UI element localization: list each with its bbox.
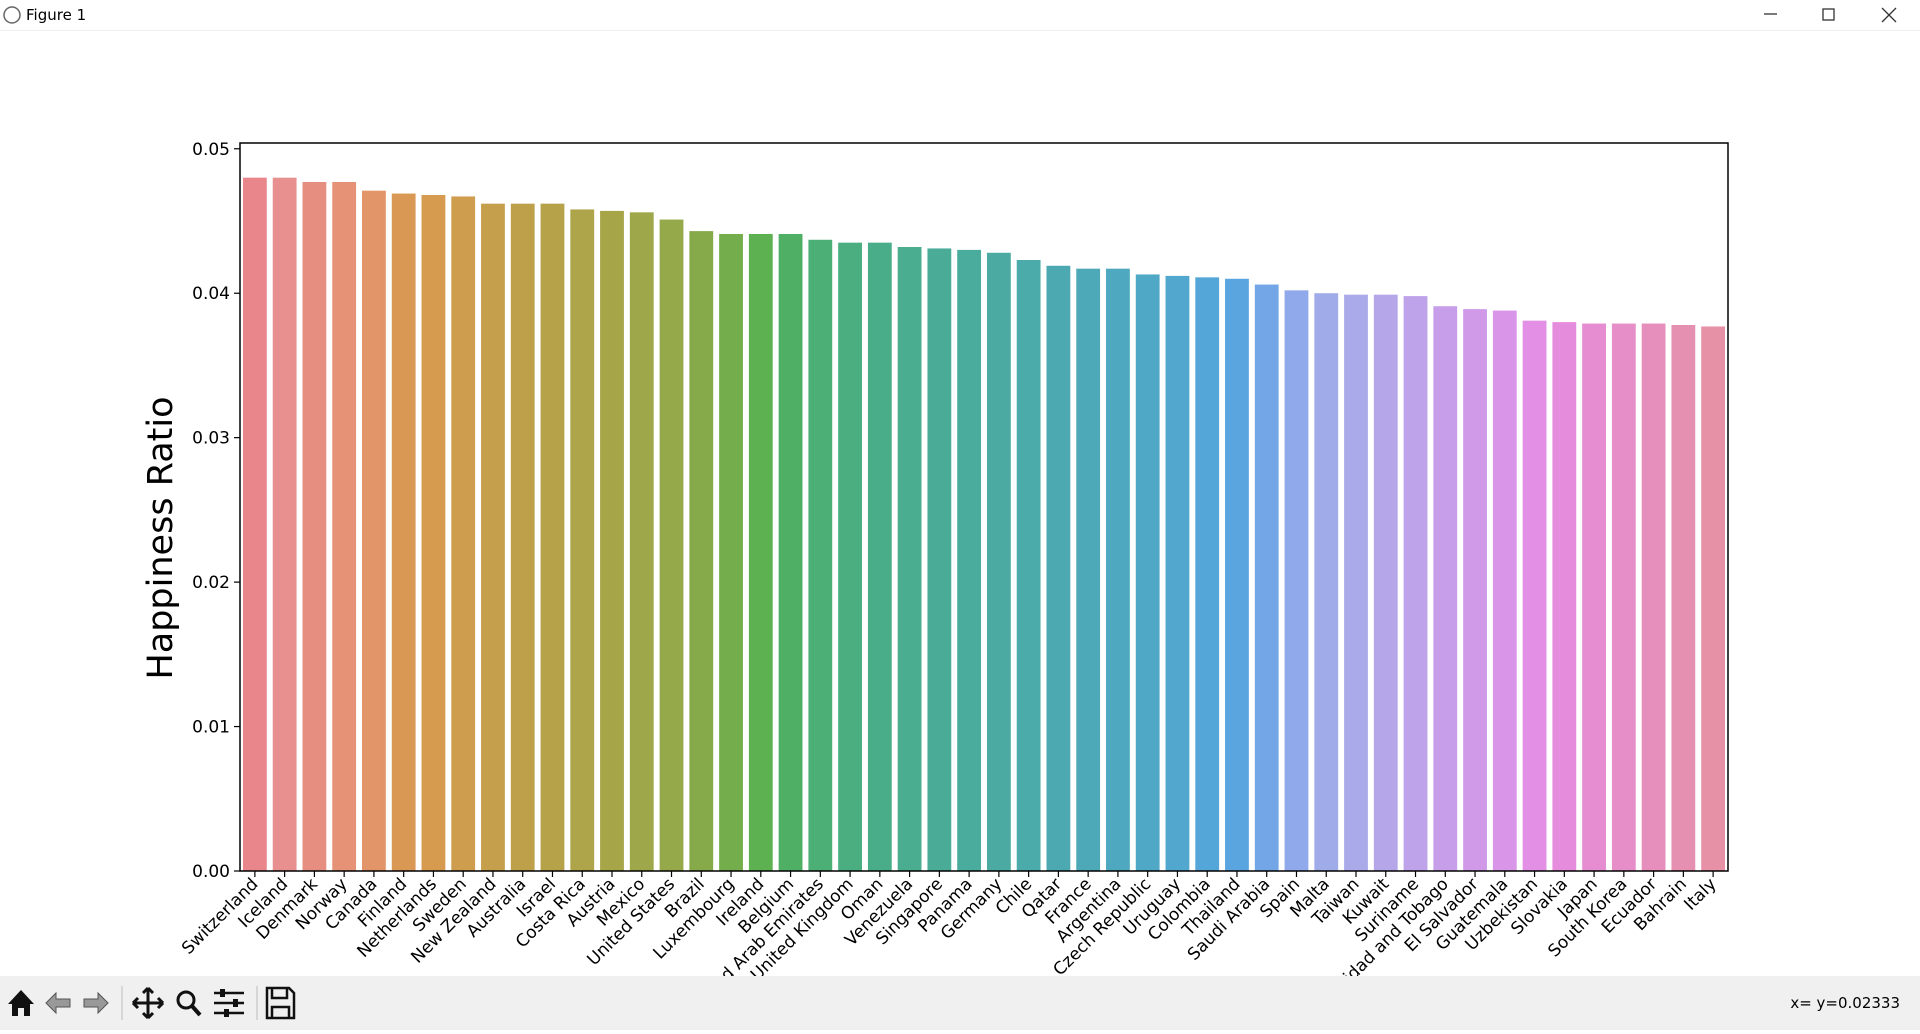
figure: Happiness Ratio 0.00 0.01 0.02 0.03 0.04 0.05…	[141, 140, 1729, 976]
bar	[689, 231, 714, 872]
zoom-button-handle	[190, 1004, 202, 1017]
y-tick-label: 0.05	[192, 140, 230, 160]
bar	[867, 242, 892, 871]
status-text: x= y=0.02333	[1790, 994, 1900, 1012]
bar	[1195, 277, 1220, 871]
bar	[1344, 294, 1368, 872]
x-tick-label: Italy	[1680, 874, 1720, 914]
bar	[1611, 323, 1636, 871]
title-bar: Figure 1	[0, 0, 1920, 31]
bar	[1522, 320, 1547, 872]
bar	[1135, 274, 1160, 871]
bar	[1016, 260, 1041, 871]
bar	[957, 249, 982, 871]
bar	[1492, 310, 1517, 871]
bar	[897, 247, 922, 871]
bar	[838, 242, 862, 871]
bar	[719, 234, 743, 871]
bar	[1046, 265, 1071, 871]
bar	[1701, 326, 1726, 871]
bar	[1225, 278, 1249, 871]
toolbar-graphics: x= y=0.02333	[8, 986, 1900, 1020]
bar	[1433, 306, 1458, 871]
bar	[629, 212, 654, 872]
bar	[1641, 323, 1666, 871]
bar	[510, 203, 535, 871]
bar	[570, 209, 595, 871]
bar	[808, 239, 833, 871]
app-icon	[3, 6, 21, 24]
bar	[748, 234, 773, 871]
bar	[1254, 284, 1279, 871]
bar	[391, 193, 416, 872]
bar	[242, 177, 267, 871]
y-tick-label: 0.01	[192, 718, 230, 738]
bar	[332, 182, 357, 871]
forward-button[interactable]	[83, 991, 109, 1015]
toolbar: x= y=0.02333	[0, 976, 1920, 1030]
title-bar-graphics: Figure 1	[3, 6, 1897, 24]
bar	[600, 210, 624, 871]
configure-knob	[233, 999, 238, 1007]
bar	[421, 195, 446, 871]
maximize-button[interactable]	[1822, 8, 1835, 21]
back-button[interactable]	[45, 991, 71, 1015]
y-tick-label: 0.04	[192, 284, 230, 304]
bar	[1076, 268, 1101, 871]
zoom-button[interactable]	[176, 990, 196, 1010]
bar	[1403, 296, 1428, 872]
save-button[interactable]	[265, 986, 296, 1020]
bar	[659, 219, 684, 872]
bar	[1284, 290, 1309, 871]
pan-button[interactable]	[131, 986, 165, 1020]
configure-knob	[224, 1009, 229, 1017]
bar	[1671, 325, 1696, 871]
bar	[302, 182, 327, 871]
bar	[927, 248, 952, 871]
bar	[362, 190, 386, 871]
axes-frame	[239, 142, 1729, 872]
bar	[1552, 322, 1577, 872]
bar	[540, 203, 565, 871]
bar	[481, 203, 505, 871]
bar	[1582, 323, 1606, 871]
bar	[272, 177, 297, 871]
close-button[interactable]	[1881, 7, 1897, 23]
home-button[interactable]	[8, 990, 34, 1016]
bar	[778, 234, 803, 871]
bar	[1165, 275, 1190, 871]
bar	[1314, 293, 1339, 871]
bar	[1463, 309, 1487, 872]
bar	[1373, 294, 1398, 872]
bar	[986, 252, 1011, 871]
configure-knob	[220, 989, 225, 997]
y-tick-label: 0.02	[192, 573, 230, 593]
window-title: Figure 1	[26, 6, 86, 24]
bar	[1106, 268, 1130, 871]
y-tick-label: 0.03	[192, 429, 230, 449]
y-axis-label: Happiness Ratio	[141, 396, 181, 679]
bar	[451, 196, 476, 871]
y-tick-label: 0.00	[192, 862, 230, 882]
